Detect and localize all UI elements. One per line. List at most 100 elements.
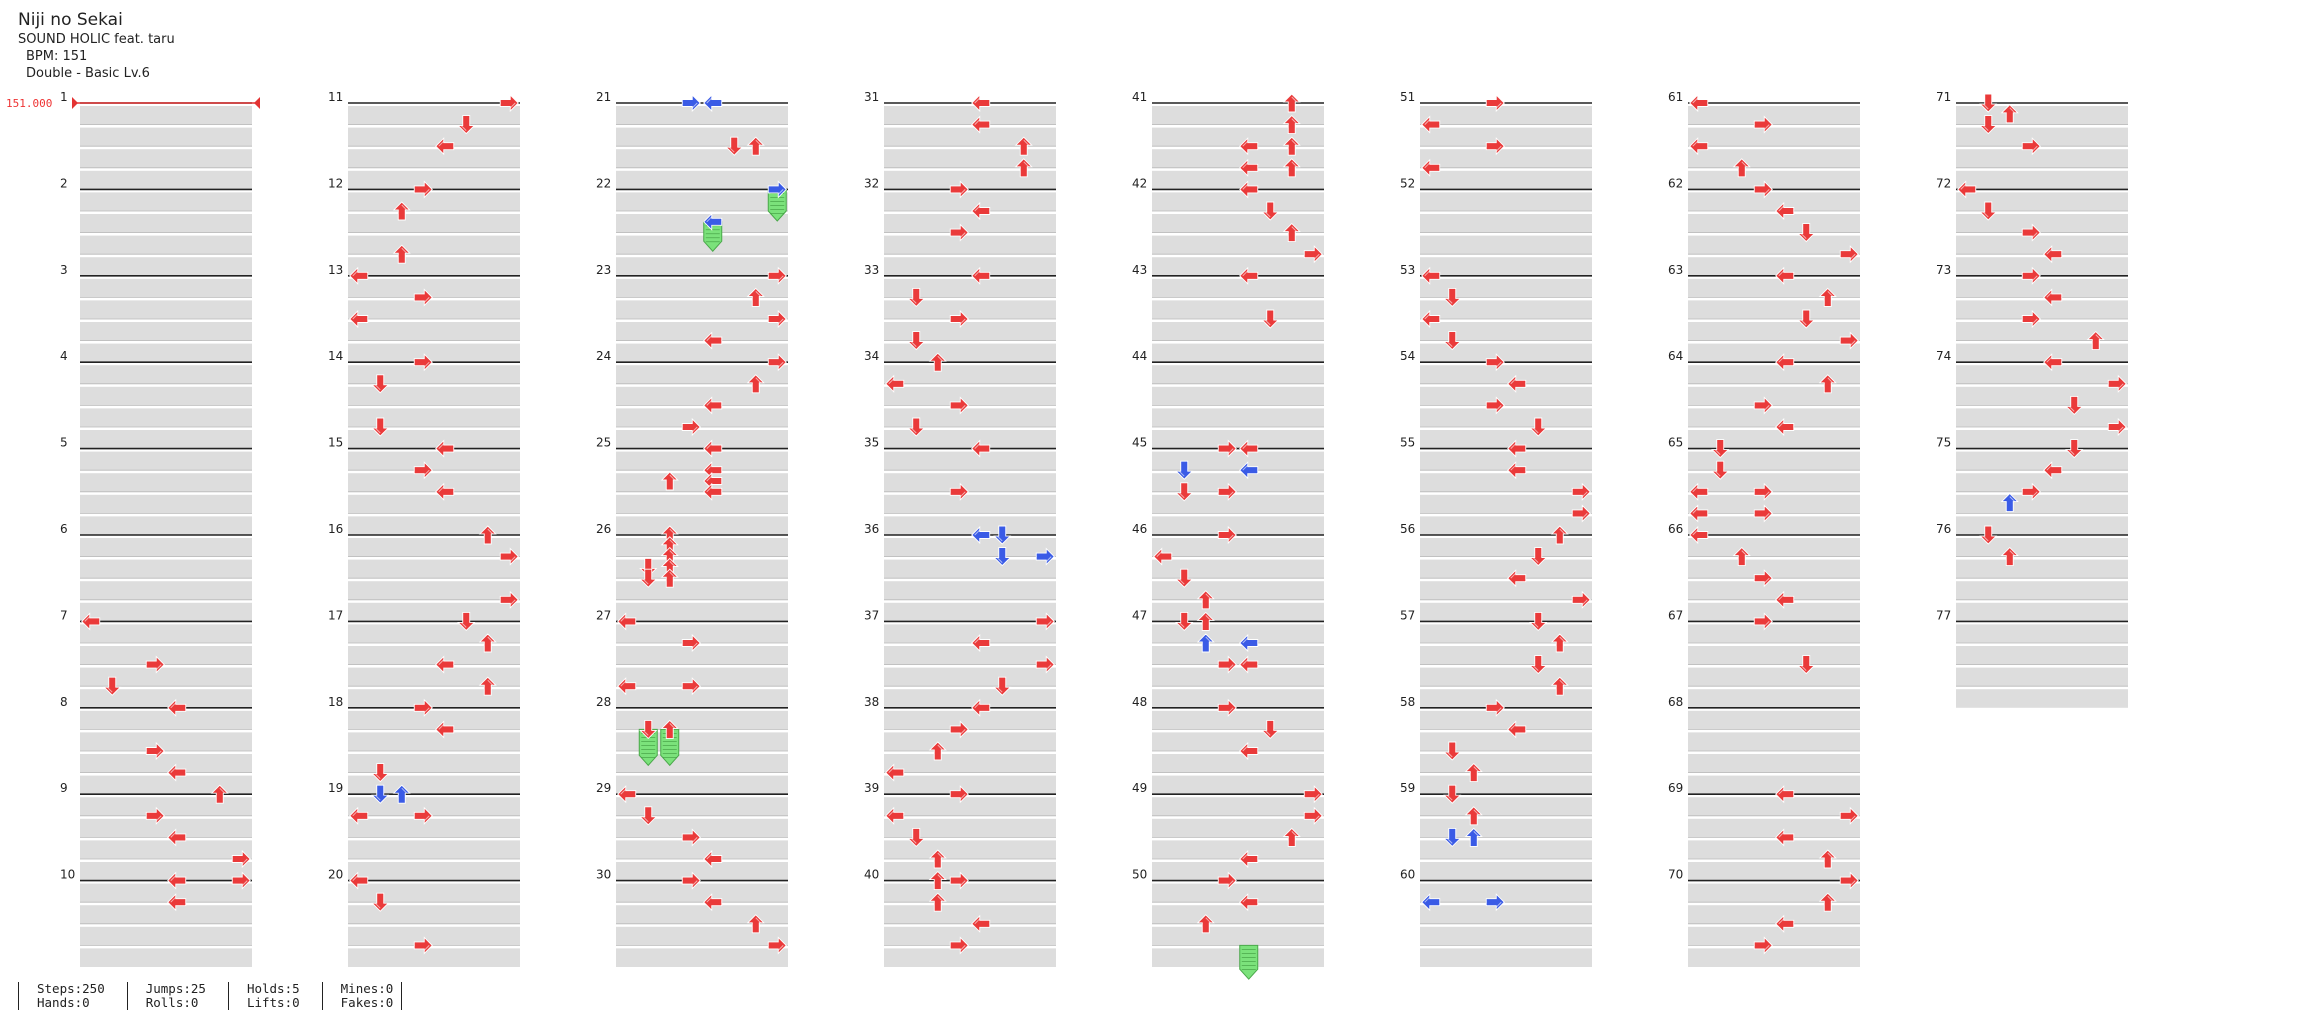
arrow-left-icon	[167, 828, 187, 847]
measure-61: 61	[1668, 90, 1860, 190]
arrow-down-icon	[457, 115, 476, 135]
beat-band	[1956, 257, 2128, 276]
arrow-right-icon	[1753, 180, 1773, 199]
beat-band	[1688, 322, 1860, 341]
measure-27: 27	[596, 608, 788, 708]
measure-number: 12	[328, 176, 343, 190]
beat-band	[80, 797, 252, 816]
beat-band	[1688, 905, 1860, 924]
bpm-marker-right	[254, 97, 260, 109]
arrow-right-icon	[1485, 893, 1505, 912]
arrow-left-icon	[971, 439, 991, 458]
beat-band	[884, 689, 1056, 708]
beat-band	[1688, 451, 1860, 471]
beat-band	[616, 343, 788, 363]
arrow-up-icon	[478, 676, 497, 696]
arrow-right-icon	[413, 353, 433, 372]
arrow-right-icon	[1217, 439, 1237, 458]
measure-number: 3	[60, 263, 68, 277]
beat-band	[616, 365, 788, 384]
beat-band	[1420, 862, 1592, 881]
beat-band	[884, 516, 1056, 535]
arrow-right-icon	[767, 936, 787, 955]
beat-band	[884, 905, 1056, 924]
stat-group-jumps: Jumps:25 Rolls:0	[126, 982, 228, 1010]
beat-band	[1688, 948, 1860, 967]
measure-number: 1	[60, 90, 68, 104]
arrow-left-icon	[435, 439, 455, 458]
beat-band	[884, 170, 1056, 190]
arrow-left-icon	[1775, 590, 1795, 609]
beat-band	[348, 300, 520, 319]
arrow-left-icon	[971, 525, 991, 545]
arrow-down-icon	[2065, 439, 2084, 459]
beat-band	[80, 667, 252, 687]
arrow-right-icon	[1035, 547, 1055, 566]
measure-32: 32	[864, 176, 1056, 276]
beat-band	[1956, 127, 2128, 147]
beat-band	[1688, 343, 1860, 363]
measure-63: 63	[1668, 263, 1860, 363]
measure-59: 59	[1400, 781, 1592, 881]
arrow-left-icon	[1507, 569, 1527, 588]
beat-band	[348, 430, 520, 449]
beat-band	[616, 840, 788, 859]
arrow-right-icon	[1217, 655, 1237, 674]
beat-band	[1956, 451, 2128, 471]
beat-band	[1152, 494, 1324, 514]
beat-band	[1956, 430, 2128, 449]
beat-band	[1688, 559, 1860, 579]
arrow-right-icon	[681, 417, 701, 437]
beat-band	[884, 451, 1056, 471]
beat-band	[1420, 322, 1592, 341]
beat-band	[616, 667, 788, 687]
beat-band	[80, 322, 252, 341]
beat-band	[1152, 170, 1324, 190]
beat-band	[1152, 710, 1324, 730]
arrow-right-icon	[413, 936, 433, 955]
arrow-left-icon	[435, 482, 455, 501]
measure-67: 67	[1668, 608, 1860, 708]
beat-band	[1420, 840, 1592, 859]
measure-number: 10	[60, 868, 75, 882]
beat-band	[884, 192, 1056, 211]
measure-number: 34	[864, 349, 879, 363]
beat-band	[1420, 494, 1592, 514]
arrow-down-icon	[1529, 547, 1548, 567]
beat-band	[1956, 214, 2128, 233]
arrow-up-icon	[1282, 827, 1301, 847]
beat-band	[1688, 257, 1860, 276]
arrow-up-icon	[1196, 633, 1215, 653]
arrow-right-icon	[1753, 936, 1773, 955]
beat-band	[616, 602, 788, 622]
beat-band	[1152, 689, 1324, 708]
arrow-down-icon	[1797, 309, 1816, 329]
measure-62: 62	[1668, 176, 1860, 276]
measure-number: 54	[1400, 349, 1415, 363]
measure-number: 52	[1400, 176, 1415, 190]
beat-band	[1152, 106, 1324, 125]
beat-band	[1956, 581, 2128, 600]
arrow-down-icon	[1175, 568, 1194, 588]
beat-band	[1420, 365, 1592, 384]
arrow-down-icon	[993, 547, 1012, 567]
beat-band	[80, 451, 252, 471]
arrow-right-icon	[767, 353, 787, 372]
measure-number: 4	[60, 349, 68, 363]
beat-band	[1152, 516, 1324, 535]
measure-19: 19	[328, 781, 520, 881]
arrow-left-icon	[1239, 137, 1259, 156]
beat-band	[884, 646, 1056, 665]
measure-number: 38	[864, 695, 879, 709]
arrow-left-icon	[885, 806, 905, 825]
beat-band	[348, 538, 520, 557]
beat-band	[616, 646, 788, 665]
beat-band	[1956, 408, 2128, 427]
arrow-left-icon	[1775, 266, 1795, 285]
arrow-up-icon	[1818, 892, 1837, 912]
arrow-up-icon	[392, 244, 411, 264]
beat-band	[616, 322, 788, 341]
arrow-right-icon	[2021, 137, 2041, 156]
measure-number: 37	[864, 608, 879, 622]
beat-band	[1956, 624, 2128, 643]
